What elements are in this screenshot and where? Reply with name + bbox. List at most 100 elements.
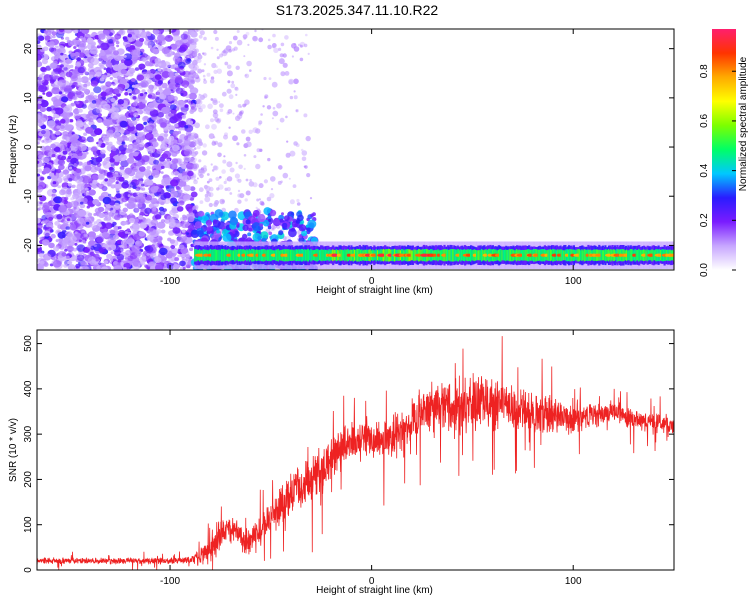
heatmap-cell (150, 197, 158, 205)
heatmap-cell (103, 157, 111, 163)
heatmap-cell (108, 166, 114, 171)
heatmap-cell (170, 108, 177, 114)
heatmap-cell (125, 137, 130, 141)
heatmap-cell (181, 80, 190, 88)
heatmap-cell (67, 183, 72, 187)
y-tick-label: 20 (23, 43, 34, 55)
heatmap-cell (193, 175, 196, 178)
heatmap-cell (40, 176, 45, 181)
heatmap-cell (107, 237, 117, 245)
heatmap-cell (102, 135, 110, 142)
heatmap-cell (288, 228, 297, 238)
heatmap-cell (89, 251, 95, 257)
heatmap-cell (304, 165, 308, 169)
heatmap-cell (148, 84, 155, 90)
heatmap-cell (130, 224, 140, 232)
heatmap-cell (167, 237, 172, 242)
heatmap-cell (74, 231, 78, 234)
heatmap-cell (61, 135, 68, 140)
heatmap-cell (81, 175, 91, 184)
heatmap-cell (212, 99, 218, 106)
heatmap-cell (37, 173, 40, 177)
heatmap-cell (108, 193, 112, 197)
heatmap-cell (127, 88, 133, 94)
heatmap-cell (110, 251, 115, 255)
heatmap-cell (100, 85, 106, 90)
heatmap-cell (37, 208, 41, 211)
heatmap-cell (195, 153, 198, 156)
heatmap-cell (104, 178, 109, 182)
y-tick-label: 500 (23, 335, 34, 352)
heatmap-cell (305, 135, 311, 142)
heatmap-cell (129, 181, 136, 188)
heatmap-cell (98, 168, 105, 174)
heatmap-cell (63, 221, 69, 226)
heatmap-cell (123, 53, 133, 61)
heatmap-cell (188, 92, 197, 100)
heatmap-cell (178, 189, 183, 194)
heatmap-cell (244, 198, 248, 202)
heatmap-cell (72, 95, 78, 101)
heatmap-cell (87, 62, 94, 68)
heatmap-cell (258, 37, 264, 43)
heatmap-cell (168, 112, 174, 118)
heatmap-cell (278, 230, 284, 236)
heatmap-cell (242, 224, 249, 232)
heatmap-cell (53, 246, 60, 252)
heatmap-cell (279, 218, 284, 223)
heatmap-cell (37, 244, 41, 249)
heatmap-cell (149, 265, 157, 270)
heatmap-cell (184, 99, 189, 103)
heatmap-cell (132, 261, 139, 267)
heatmap-cell (61, 96, 69, 103)
heatmap-cell (193, 107, 198, 111)
heatmap-cell (205, 219, 212, 226)
heatmap-cell (97, 140, 103, 145)
heatmap-cell (148, 45, 152, 49)
heatmap-cell (282, 222, 288, 229)
heatmap-cell (259, 223, 264, 227)
heatmap-cell (156, 229, 162, 234)
heatmap-cell (256, 198, 260, 202)
heatmap-cell (235, 161, 238, 165)
heatmap-cell (245, 219, 251, 225)
heatmap-cell (205, 185, 211, 192)
heatmap-cell (267, 157, 271, 162)
heatmap-cell (195, 98, 201, 105)
heatmap-cell (272, 110, 279, 117)
heatmap-cell (150, 219, 159, 226)
heatmap-cell (71, 84, 76, 89)
heatmap-cell (86, 161, 92, 166)
heatmap-cell (100, 149, 106, 155)
heatmap-cell (161, 106, 170, 115)
heatmap-cell (155, 164, 163, 171)
heatmap-cell (161, 71, 170, 78)
heatmap-cell (95, 156, 103, 163)
heatmap-cell (133, 142, 137, 145)
x-tick-label: 100 (565, 276, 582, 287)
heatmap-cell (83, 240, 87, 244)
heatmap-cell (61, 139, 65, 143)
heatmap-cell (120, 68, 128, 75)
heatmap-cell (69, 64, 74, 68)
heatmap-cell (203, 165, 207, 169)
heatmap-cell (241, 129, 246, 134)
heatmap-cell (124, 167, 133, 175)
heatmap-cell (107, 129, 114, 135)
heatmap-cell (73, 113, 81, 120)
heatmap-cell (41, 72, 45, 75)
heatmap-cell (38, 84, 48, 93)
heatmap-cell (75, 168, 82, 174)
heatmap-cell (117, 247, 124, 253)
heatmap-cell (156, 148, 163, 155)
heatmap-cell (278, 58, 285, 65)
heatmap-cell (213, 202, 218, 207)
heatmap-cell (89, 74, 94, 79)
heatmap-cell (150, 186, 158, 193)
heatmap-cell (108, 141, 113, 146)
heatmap-cell (187, 170, 194, 177)
heatmap-cell (59, 196, 67, 203)
heatmap-cell (87, 147, 92, 151)
heatmap-cell (197, 68, 203, 74)
heatmap-cell (52, 35, 56, 39)
